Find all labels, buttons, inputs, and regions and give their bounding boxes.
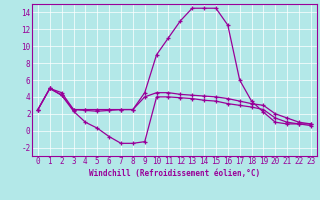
X-axis label: Windchill (Refroidissement éolien,°C): Windchill (Refroidissement éolien,°C) (89, 169, 260, 178)
